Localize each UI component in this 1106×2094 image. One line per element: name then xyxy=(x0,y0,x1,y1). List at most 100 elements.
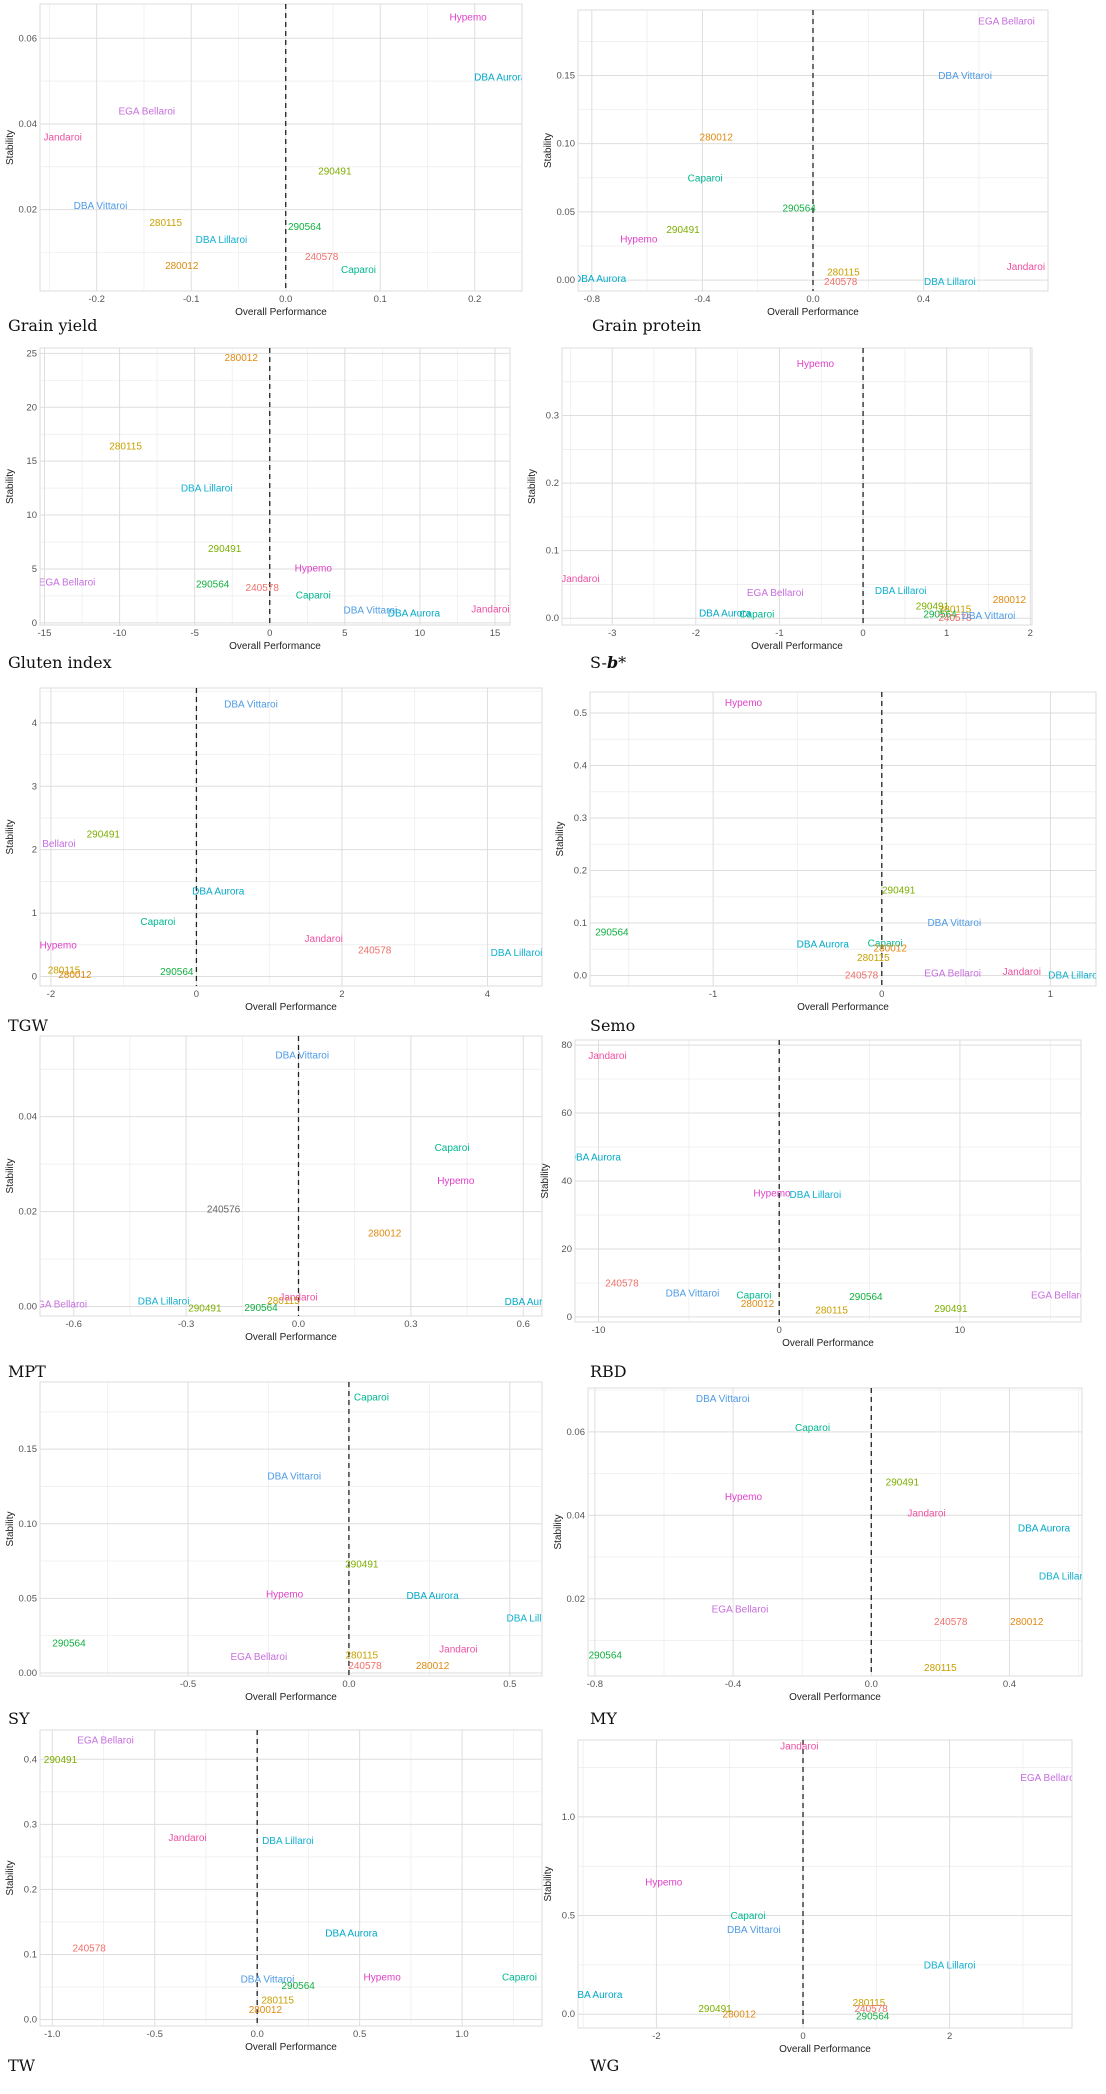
chart-panel-7: -10 0 10 0 20 40 60 80 Overall Performance Stabil… xyxy=(539,1039,1089,1354)
point-label: 280012 xyxy=(416,1661,450,1672)
point-label: Jandaroi xyxy=(471,604,509,615)
x-tick-label: 1.0 xyxy=(455,2029,468,2040)
point-label: DBA Vittaroi xyxy=(938,71,992,82)
point-label: 290564 xyxy=(52,1639,86,1650)
y-tick-label: 0.02 xyxy=(19,205,38,216)
point-label: EGA Bellaroi xyxy=(924,968,981,979)
chart-panel-11: -2 0 2 0.0 0.5 1.0 Overall Performance Stabilit… xyxy=(542,1739,1080,2060)
x-tick-label: -1 xyxy=(709,989,717,1000)
point-label: DBA Aurora xyxy=(699,608,752,619)
point-label: Caparoi xyxy=(502,1973,537,1984)
point-label: Caparoi xyxy=(739,610,774,621)
y-tick-label: 0.04 xyxy=(19,1112,38,1123)
point-label: DBA Lillaroi xyxy=(789,1190,841,1201)
x-tick-label: -0.4 xyxy=(694,294,710,305)
y-tick-label: 20 xyxy=(26,402,37,413)
y-tick-label: 20 xyxy=(561,1244,572,1255)
point-label: 290491 xyxy=(208,544,242,555)
point-label: EGA Bellaroi xyxy=(978,16,1035,27)
y-tick-label: 5 xyxy=(32,564,37,575)
x-tick-label: 5 xyxy=(342,628,347,639)
point-label: Hypemo xyxy=(725,1492,763,1503)
point-label: 290564 xyxy=(288,222,322,233)
point-label: 290564 xyxy=(196,580,230,591)
point-label: Jandaroi xyxy=(305,934,343,945)
point-label: 240578 xyxy=(305,252,339,263)
point-label: 280012 xyxy=(368,1228,402,1239)
y-tick-label: 0.3 xyxy=(574,813,587,824)
point-label: Caparoi xyxy=(731,1911,766,1922)
x-axis-title: Overall Performance xyxy=(782,1338,874,1349)
y-tick-label: 1.0 xyxy=(562,1812,575,1823)
y-tick-label: 0.00 xyxy=(19,1302,38,1313)
x-tick-label: 0.0 xyxy=(279,294,292,305)
point-label: DBA Aurora xyxy=(406,1591,459,1602)
point-label: Jandaroi xyxy=(44,132,82,143)
x-axis-title: Overall Performance xyxy=(789,1692,881,1703)
x-tick-label: 0 xyxy=(267,628,272,639)
scatter-plot: -0.8 -0.4 0.0 0.4 0.00 0.05 0.10 0.15 Overall Pe… xyxy=(543,9,1049,318)
point-label: Caparoi xyxy=(688,173,723,184)
point-label: Hypemo xyxy=(753,1188,791,1199)
y-tick-label: 0 xyxy=(567,1312,572,1323)
y-tick-label: 0 xyxy=(32,971,37,982)
scatter-plot: -15 -10 -5 0 5 10 15 0 5 10 15 20 25 Overall Performa… xyxy=(5,347,511,652)
panel-caption: TW xyxy=(8,2056,36,2075)
point-label: Jandaroi xyxy=(439,1645,477,1656)
plot-area xyxy=(39,347,511,626)
point-label: Jandaroi xyxy=(1003,967,1041,978)
point-label: 280115 xyxy=(48,966,81,977)
point-label: 290564 xyxy=(595,927,629,938)
point-label: DBA Vittaroi xyxy=(727,1925,781,1936)
y-tick-label: 60 xyxy=(561,1108,572,1119)
x-tick-label: 0.3 xyxy=(404,1319,417,1330)
x-tick-label: -0.1 xyxy=(183,294,199,305)
point-label: Jandaroi xyxy=(1007,262,1045,273)
point-label: 280115 xyxy=(267,1296,300,1307)
point-label: EGA Bellaroi xyxy=(77,1735,134,1746)
y-tick-label: 0.3 xyxy=(24,1819,37,1830)
point-label: Hypemo xyxy=(797,359,835,370)
x-tick-label: 0.0 xyxy=(806,294,819,305)
point-label: DBA Aurora xyxy=(797,940,850,951)
point-label: Jandaroi xyxy=(279,1293,317,1304)
point-label: DBA Lillaroi xyxy=(924,1960,976,1971)
point-label: 240578 xyxy=(845,970,879,981)
y-axis-title: Stability xyxy=(527,469,538,504)
point-label: 280115 xyxy=(815,1306,848,1317)
y-tick-label: 0.04 xyxy=(19,119,38,130)
x-tick-label: -2 xyxy=(47,989,55,1000)
y-tick-label: 0.5 xyxy=(574,708,587,719)
x-axis-title: Overall Performance xyxy=(245,1332,337,1343)
y-tick-label: 0.1 xyxy=(546,546,559,557)
point-label: EGA Bellaroi xyxy=(19,839,76,850)
point-label: EGA Bellaroi xyxy=(747,588,804,599)
y-axis-title: Stability xyxy=(553,1514,564,1549)
x-tick-label: 0.1 xyxy=(374,294,387,305)
point-label: 240578 xyxy=(246,583,280,594)
chart-panel-5: -1 0 1 0.0 0.1 0.2 0.3 0.4 0.5 Overall Performanc… xyxy=(554,691,1104,1018)
point-label: Hypemo xyxy=(364,1973,402,1984)
y-tick-label: 0.1 xyxy=(574,918,587,929)
scatter-plot: -1 0 1 0.0 0.1 0.2 0.3 0.4 0.5 Overall Performanc… xyxy=(555,691,1097,1013)
point-label: 290491 xyxy=(916,602,950,613)
panel-caption: MY xyxy=(590,1709,617,1728)
point-label: Hypemo xyxy=(645,1878,683,1889)
caption-prefix: S- xyxy=(590,653,607,672)
point-label: EGA Bellaroi xyxy=(118,107,175,118)
point-label: EGA Bellaroi xyxy=(30,1300,87,1311)
chart-panel-0: -0.2 -0.1 0.0 0.1 0.2 0.02 0.04 0.06 Overall Per… xyxy=(4,3,530,323)
point-label: Jandaroi xyxy=(168,1833,206,1844)
point-label: Caparoi xyxy=(341,265,376,276)
panel-caption: SY xyxy=(8,1709,30,1728)
x-tick-label: 0 xyxy=(800,2031,805,2042)
point-label: DBA Aurora xyxy=(505,1297,558,1308)
y-tick-label: 0.1 xyxy=(24,1949,37,1960)
x-tick-label: -10 xyxy=(592,1325,606,1336)
y-tick-label: 0.02 xyxy=(567,1594,586,1605)
y-tick-label: 0.06 xyxy=(19,33,38,44)
x-tick-label: -1.0 xyxy=(44,2029,60,2040)
x-axis-title: Overall Performance xyxy=(245,1002,337,1013)
chart-panel-10: -1.0 -0.5 0.0 0.5 1.0 0.0 0.1 0.2 0.3 0.4 Overall … xyxy=(4,1729,550,2058)
x-tick-label: 0.5 xyxy=(353,2029,366,2040)
